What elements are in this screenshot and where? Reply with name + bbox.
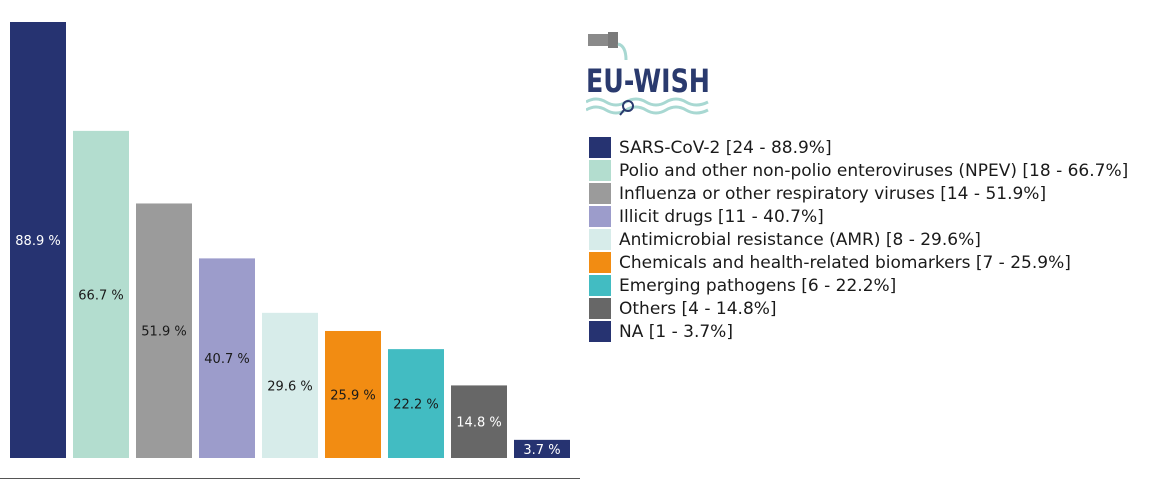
legend-swatch	[589, 321, 611, 342]
bar-chart: 88.9 % 66.7 % 51.9 % 40.7 % 29.6 % 25.9 % 22.2…	[10, 22, 570, 459]
bar-label-8: 3.7 %	[523, 443, 560, 458]
legend-label: Chemicals and health-related biomarkers …	[619, 252, 1071, 273]
legend-swatch	[589, 160, 611, 181]
legend-swatch	[589, 183, 611, 204]
legend-swatch	[589, 229, 611, 250]
legend-item: Antimicrobial resistance (AMR) [8 - 29.6…	[589, 228, 1128, 251]
x-axis-line	[0, 478, 580, 479]
legend-label: NA [1 - 3.7%]	[619, 321, 733, 342]
legend-swatch	[589, 252, 611, 273]
bar-7	[451, 385, 507, 458]
bar-2	[136, 203, 192, 458]
legend-label: Polio and other non-polio enteroviruses …	[619, 160, 1129, 181]
legend-item: Chemicals and health-related biomarkers …	[589, 251, 1128, 274]
legend-label: SARS-CoV-2 [24 - 88.9%]	[619, 137, 832, 158]
legend-label: Emerging pathogens [6 - 22.2%]	[619, 275, 897, 296]
bar-3	[199, 258, 255, 458]
bar-label-6: 22.2 %	[393, 398, 438, 413]
bar-1	[73, 130, 129, 459]
legend-label: Influenza or other respiratory viruses […	[619, 183, 1047, 204]
legend-label: Others [4 - 14.8%]	[619, 298, 777, 319]
bar-0	[10, 22, 66, 458]
bar-6	[388, 349, 444, 458]
legend-label: Antimicrobial resistance (AMR) [8 - 29.6…	[619, 229, 981, 250]
bar-label-1: 66.7 %	[78, 288, 123, 303]
legend-item: Illicit drugs [11 - 40.7%]	[589, 205, 1128, 228]
bar-5	[325, 330, 381, 458]
bar-8	[514, 439, 570, 458]
bar-label-0: 88.9 %	[15, 234, 60, 249]
bar-label-5: 25.9 %	[330, 388, 375, 403]
legend-swatch	[589, 137, 611, 158]
legend-swatch	[589, 275, 611, 296]
legend-item: Polio and other non-polio enteroviruses …	[589, 159, 1128, 182]
legend-swatch	[589, 298, 611, 319]
bar-label-2: 51.9 %	[141, 325, 186, 340]
legend-item: Influenza or other respiratory viruses […	[589, 182, 1128, 205]
eu-wish-logo: EU-WISH	[585, 30, 716, 124]
legend-swatch	[589, 206, 611, 227]
legend-label: Illicit drugs [11 - 40.7%]	[619, 206, 824, 227]
legend-item: Emerging pathogens [6 - 22.2%]	[589, 274, 1128, 297]
bar-label-3: 40.7 %	[204, 352, 249, 367]
legend-item: SARS-CoV-2 [24 - 88.9%]	[589, 136, 1128, 159]
svg-text:EU-WISH: EU-WISH	[586, 62, 710, 100]
bar-label-7: 14.8 %	[456, 416, 501, 431]
bar-label-4: 29.6 %	[267, 379, 312, 394]
legend-item: Others [4 - 14.8%]	[589, 297, 1128, 320]
legend-item: NA [1 - 3.7%]	[589, 320, 1128, 343]
bar-4	[262, 312, 318, 458]
legend: SARS-CoV-2 [24 - 88.9%] Polio and other n…	[589, 136, 1128, 343]
